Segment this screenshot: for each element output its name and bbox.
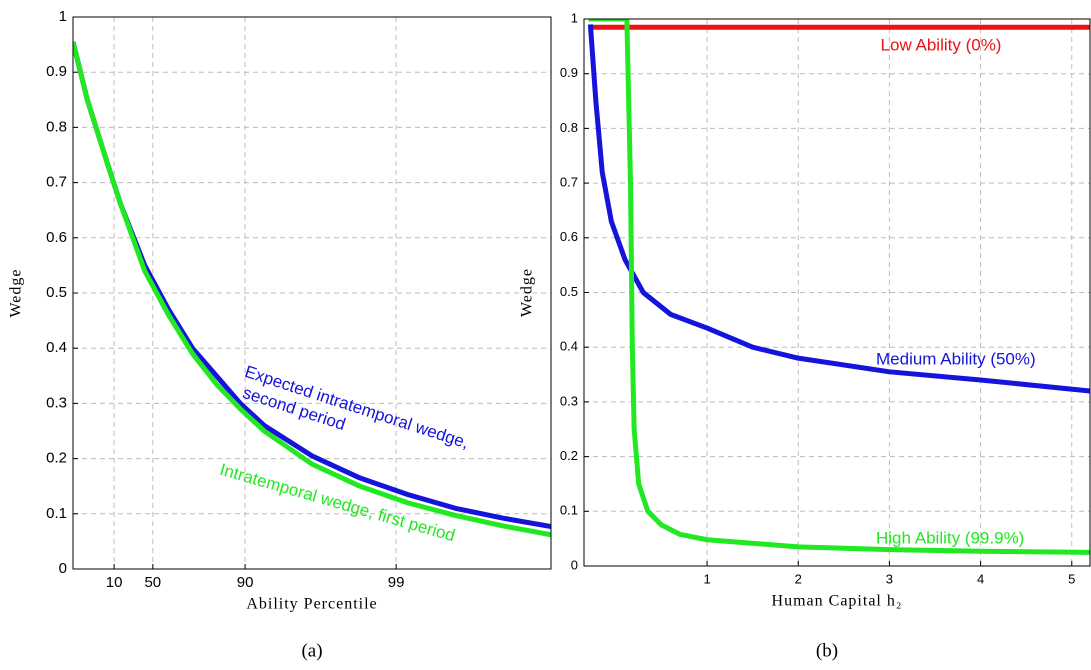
x-tick-label: 2 bbox=[795, 571, 802, 586]
annotation: Intratemporal wedge, first period bbox=[218, 460, 458, 545]
y-tick-label: 0.1 bbox=[560, 503, 578, 518]
y-tick-label: 0.9 bbox=[560, 65, 578, 80]
series-line bbox=[73, 41, 551, 529]
y-tick-label: 0.2 bbox=[560, 448, 578, 463]
plot-frame bbox=[583, 18, 1091, 567]
x-tick-label: 5 bbox=[1068, 571, 1075, 586]
y-axis-label: Wedge bbox=[519, 268, 536, 317]
y-tick-label: 0.1 bbox=[46, 505, 67, 522]
y-tick-label: 0.2 bbox=[46, 450, 67, 467]
x-tick-label: 4 bbox=[977, 571, 984, 586]
x-tick-label: 3 bbox=[886, 571, 893, 586]
y-tick-label: 0.9 bbox=[46, 63, 67, 80]
y-tick-label: 0.5 bbox=[46, 284, 67, 301]
y-tick-label: 0.6 bbox=[46, 229, 67, 246]
y-tick-label: 0 bbox=[571, 557, 578, 572]
y-tick-label: 0.3 bbox=[46, 394, 67, 411]
y-tick-label: 0.4 bbox=[46, 339, 67, 356]
x-tick-label: 10 bbox=[106, 574, 123, 591]
y-tick-label: 1 bbox=[59, 8, 67, 25]
x-tick-label: 90 bbox=[237, 574, 254, 591]
caption: (b) bbox=[816, 640, 838, 661]
x-tick-label: 1 bbox=[703, 571, 710, 586]
x-tick-label: 50 bbox=[144, 574, 161, 591]
series-label: Medium Ability (50%) bbox=[876, 349, 1036, 368]
y-tick-label: 1 bbox=[571, 10, 578, 25]
y-axis-label: Wedge bbox=[8, 268, 25, 317]
series-line bbox=[588, 19, 1090, 555]
y-tick-label: 0.4 bbox=[560, 339, 578, 354]
y-tick-label: 0.5 bbox=[560, 284, 578, 299]
x-tick-label: 99 bbox=[388, 574, 405, 591]
y-tick-label: 0.7 bbox=[46, 174, 67, 191]
y-tick-label: 0.3 bbox=[560, 393, 578, 408]
caption: (a) bbox=[301, 640, 322, 661]
x-axis-label: Ability Percentile bbox=[246, 596, 377, 613]
y-tick-label: 0 bbox=[59, 560, 67, 577]
y-tick-label: 0.8 bbox=[560, 120, 578, 135]
plot-frame bbox=[72, 16, 552, 570]
series-line bbox=[73, 41, 551, 538]
series-label: Low Ability (0%) bbox=[881, 35, 1002, 54]
series-line bbox=[587, 24, 1090, 394]
y-tick-label: 0.7 bbox=[560, 175, 578, 190]
panel: 0 0.1 0.2 0.3 0.4 0.5 0.6 0.7 0.8 0.9 1 1 2 3 4 5 Low Ab… bbox=[519, 10, 1091, 661]
series-label: High Ability (99.9%) bbox=[876, 528, 1024, 547]
y-tick-label: 0.6 bbox=[560, 229, 578, 244]
x-axis-label: Human Capital h₂ bbox=[772, 593, 903, 610]
y-tick-label: 0.8 bbox=[46, 118, 67, 135]
